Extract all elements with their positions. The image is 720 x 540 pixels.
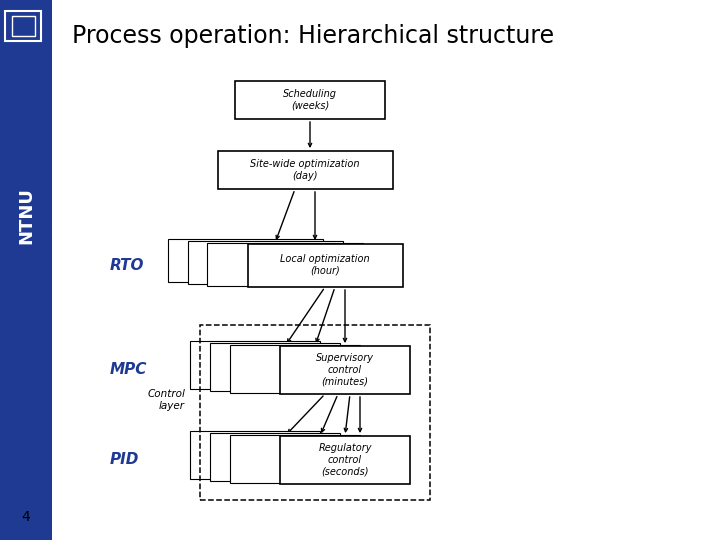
Text: Local optimization
(hour): Local optimization (hour)	[280, 254, 370, 276]
Text: Site-wide optimization
(day): Site-wide optimization (day)	[251, 159, 360, 181]
Text: Scheduling
(weeks): Scheduling (weeks)	[283, 89, 337, 111]
Text: Control
layer: Control layer	[147, 389, 185, 411]
Text: PID: PID	[110, 453, 140, 468]
Text: MPC: MPC	[110, 362, 148, 377]
Text: 4: 4	[22, 510, 30, 524]
Text: Regulatory
control
(seconds): Regulatory control (seconds)	[318, 443, 372, 477]
Text: Supervisory
control
(minutes): Supervisory control (minutes)	[316, 353, 374, 387]
Text: Process operation: Hierarchical structure: Process operation: Hierarchical structur…	[72, 24, 554, 48]
Text: NTNU: NTNU	[17, 187, 35, 245]
Text: RTO: RTO	[110, 258, 145, 273]
